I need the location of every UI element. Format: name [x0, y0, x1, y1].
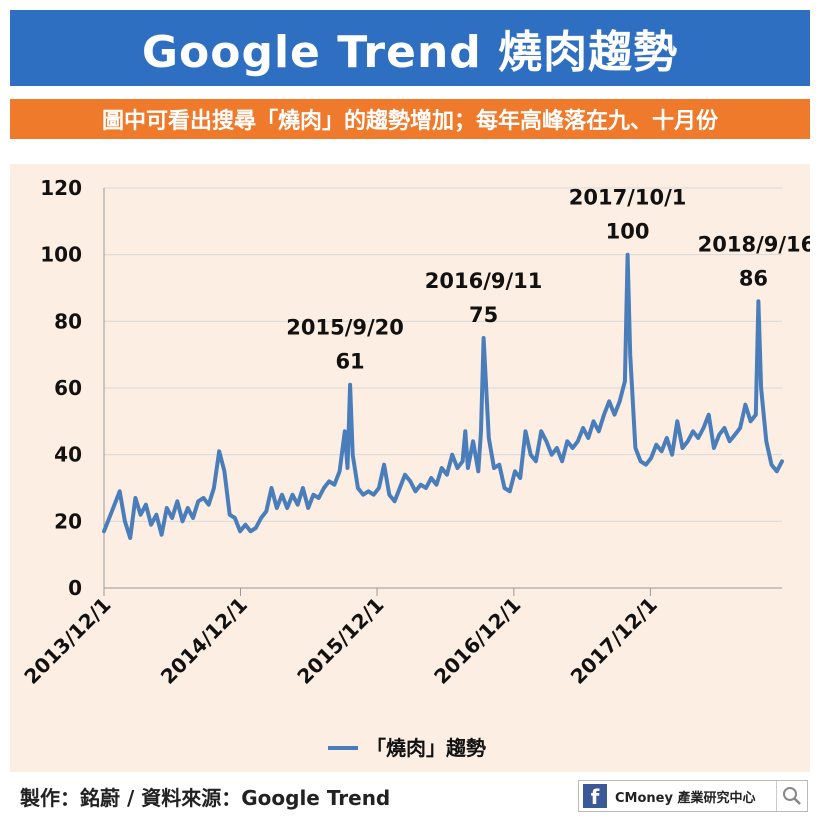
page-title: Google Trend 燒肉趨勢: [141, 27, 679, 78]
peak-value-label: 61: [335, 350, 364, 374]
x-tick-label: 2016/12/1: [429, 593, 525, 689]
y-tick-label: 60: [54, 376, 82, 400]
peak-value-label: 86: [739, 266, 768, 290]
brand-label: CMoney 產業研究中心: [615, 790, 756, 806]
peak-value-label: 75: [469, 303, 498, 327]
y-tick-label: 40: [54, 443, 82, 467]
peak-date-label: 2015/9/20: [286, 316, 404, 340]
y-tick-label: 120: [40, 176, 82, 200]
x-tick-label: 2014/12/1: [156, 593, 252, 689]
peak-date-label: 2017/10/1: [569, 186, 687, 210]
legend-label: 「燒肉」趨勢: [366, 736, 486, 760]
facebook-icon: f: [583, 784, 607, 808]
series-line-shaorou: [102, 252, 784, 540]
y-tick-label: 20: [54, 509, 82, 533]
chart-panel: 0 20 40 60 80 100 120 2013/12/1 2014/12/1 2015/12…: [10, 164, 810, 772]
line-chart: 0 20 40 60 80 100 120 2013/12/1 2014/12/1 2015/12…: [19, 176, 810, 760]
x-tick-label: 2013/12/1: [19, 593, 115, 689]
search-icon[interactable]: [776, 781, 807, 811]
title-banner: Google Trend 燒肉趨勢: [10, 10, 810, 86]
subtitle-text: 圖中可看出搜尋「燒肉」的趨勢增加；每年高峰落在九、十月份: [101, 109, 718, 134]
peak-value-label: 100: [606, 220, 650, 244]
y-tick-label: 100: [40, 243, 82, 267]
y-tick-label: 0: [68, 576, 82, 600]
peak-date-label: 2018/9/16: [698, 232, 810, 256]
y-tick-label: 80: [54, 309, 82, 333]
x-tick-label: 2015/12/1: [292, 593, 388, 689]
x-tick-label: 2017/12/1: [566, 593, 662, 689]
brand-badge[interactable]: f CMoney 產業研究中心: [578, 780, 808, 812]
footer-credit: 製作：銘蔚 / 資料來源：Google Trend: [20, 786, 391, 810]
peak-date-label: 2016/9/11: [425, 269, 543, 293]
subtitle-bar: 圖中可看出搜尋「燒肉」的趨勢增加；每年高峰落在九、十月份: [10, 99, 810, 139]
